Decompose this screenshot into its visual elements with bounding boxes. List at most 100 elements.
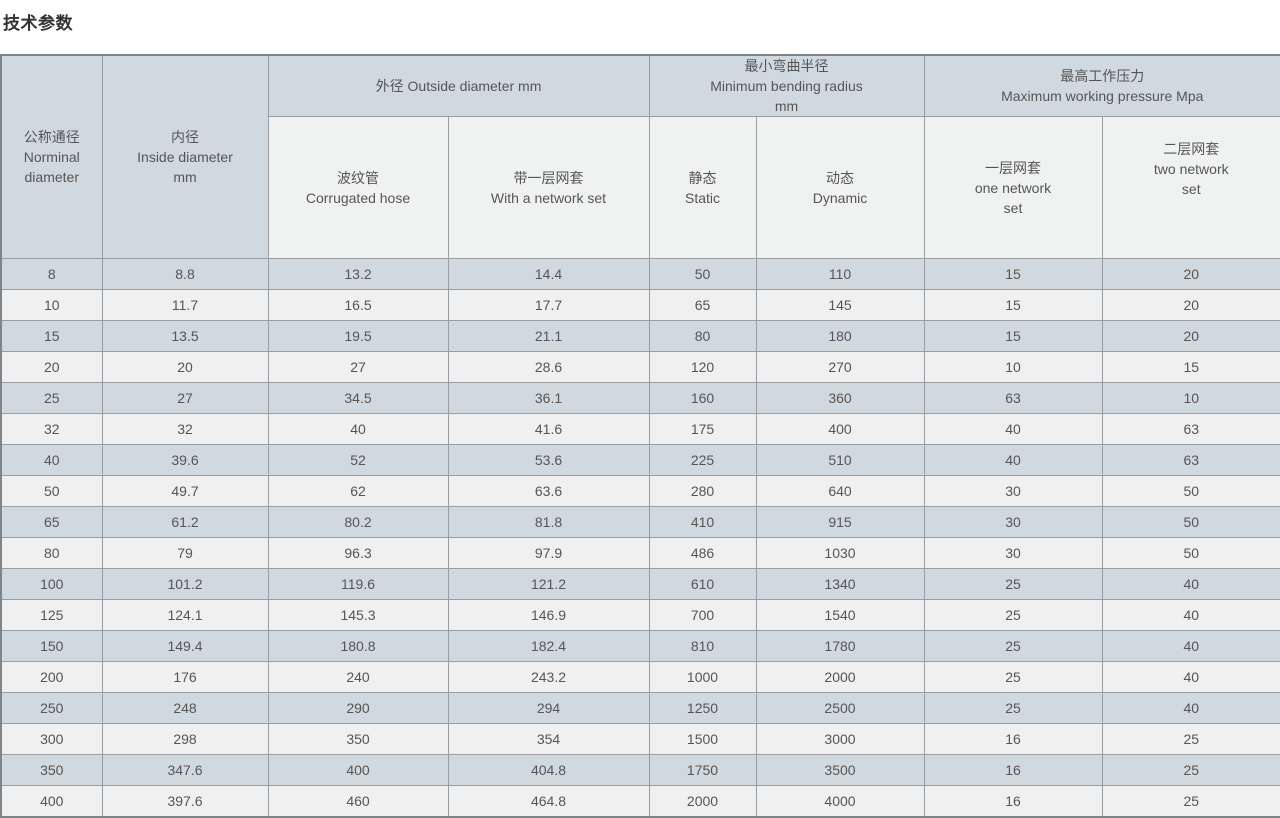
table-cell: 36.1 xyxy=(447,382,650,414)
table-cell: 30 xyxy=(923,506,1103,538)
table-row: 40 39.6 52 53.6 225 510 40 63 xyxy=(0,444,1280,476)
table-cell: 40 xyxy=(0,444,103,476)
table-cell: 180 xyxy=(755,320,925,352)
table-row: 100 101.2 119.6 121.2 610 1340 25 40 xyxy=(0,568,1280,600)
table-cell: 225 xyxy=(648,444,757,476)
table-cell: 13.5 xyxy=(101,320,269,352)
table-cell: 15 xyxy=(923,258,1103,290)
table-cell: 1500 xyxy=(648,723,757,755)
table-cell: 25 xyxy=(923,692,1103,724)
table-cell: 16.5 xyxy=(267,289,449,321)
table-cell: 3500 xyxy=(755,754,925,786)
table-cell: 1750 xyxy=(648,754,757,786)
table-cell: 354 xyxy=(447,723,650,755)
table-cell: 250 xyxy=(0,692,103,724)
table-cell: 400 xyxy=(267,754,449,786)
table-cell: 2000 xyxy=(755,661,925,693)
table-cell: 175 xyxy=(648,413,757,445)
table-cell: 464.8 xyxy=(447,785,650,817)
table-row: 125 124.1 145.3 146.9 700 1540 25 40 xyxy=(0,599,1280,631)
table-cell: 397.6 xyxy=(101,785,269,817)
table-cell: 25 xyxy=(923,630,1103,662)
table-cell: 25 xyxy=(923,599,1103,631)
table-cell: 1000 xyxy=(648,661,757,693)
header-nominal-diameter: 公称通径 Norminal diameter xyxy=(0,54,103,259)
table-cell: 243.2 xyxy=(447,661,650,693)
table-cell: 20 xyxy=(1101,289,1280,321)
table-row: 300 298 350 354 1500 3000 16 25 xyxy=(0,723,1280,755)
table-cell: 25 xyxy=(0,382,103,414)
table-cell: 30 xyxy=(923,475,1103,507)
table-cell: 20 xyxy=(1101,320,1280,352)
header-with-network-set: 带一层网套 With a network set xyxy=(447,116,650,259)
table-cell: 16 xyxy=(923,723,1103,755)
table-cell: 2500 xyxy=(755,692,925,724)
table-row: 200 176 240 243.2 1000 2000 25 40 xyxy=(0,661,1280,693)
table-cell: 1030 xyxy=(755,537,925,569)
table-row: 25 27 34.5 36.1 160 360 63 10 xyxy=(0,382,1280,414)
table-row: 20 20 27 28.6 120 270 10 15 xyxy=(0,351,1280,383)
table-cell: 81.8 xyxy=(447,506,650,538)
table-cell: 915 xyxy=(755,506,925,538)
table-cell: 32 xyxy=(0,413,103,445)
table-cell: 4000 xyxy=(755,785,925,817)
table-cell: 40 xyxy=(267,413,449,445)
table-row: 80 79 96.3 97.9 486 1030 30 50 xyxy=(0,537,1280,569)
header-one-network-set: 一层网套 one network set xyxy=(923,116,1103,259)
table-cell: 32 xyxy=(101,413,269,445)
table-cell: 40 xyxy=(1101,630,1280,662)
header-corrugated-hose: 波纹管 Corrugated hose xyxy=(267,116,449,259)
table-cell: 80 xyxy=(0,537,103,569)
table-cell: 10 xyxy=(1101,382,1280,414)
table-cell: 16 xyxy=(923,785,1103,817)
table-cell: 40 xyxy=(1101,692,1280,724)
table-cell: 360 xyxy=(755,382,925,414)
table-cell: 96.3 xyxy=(267,537,449,569)
table-cell: 124.1 xyxy=(101,599,269,631)
table-cell: 62 xyxy=(267,475,449,507)
table-cell: 120 xyxy=(648,351,757,383)
table-cell: 63 xyxy=(923,382,1103,414)
table-cell: 15 xyxy=(923,320,1103,352)
table-cell: 182.4 xyxy=(447,630,650,662)
table-cell: 150 xyxy=(0,630,103,662)
table-cell: 97.9 xyxy=(447,537,650,569)
page-title: 技术参数 xyxy=(3,14,73,33)
table-cell: 1250 xyxy=(648,692,757,724)
table-cell: 25 xyxy=(1101,723,1280,755)
table-cell: 40 xyxy=(1101,599,1280,631)
table-cell: 810 xyxy=(648,630,757,662)
table-cell: 145 xyxy=(755,289,925,321)
table-cell: 1540 xyxy=(755,599,925,631)
table-cell: 700 xyxy=(648,599,757,631)
table-cell: 28.6 xyxy=(447,351,650,383)
table-cell: 160 xyxy=(648,382,757,414)
table-cell: 119.6 xyxy=(267,568,449,600)
table-cell: 10 xyxy=(923,351,1103,383)
table-cell: 8.8 xyxy=(101,258,269,290)
table-cell: 41.6 xyxy=(447,413,650,445)
table-row: 65 61.2 80.2 81.8 410 915 30 50 xyxy=(0,506,1280,538)
table-row: 400 397.6 460 464.8 2000 4000 16 25 xyxy=(0,785,1280,817)
table-cell: 25 xyxy=(923,568,1103,600)
table-cell: 25 xyxy=(1101,785,1280,817)
table-cell: 3000 xyxy=(755,723,925,755)
table-header: 公称通径 Norminal diameter 内径 Inside diamete… xyxy=(0,54,1280,259)
table-cell: 61.2 xyxy=(101,506,269,538)
header-sub-row: 波纹管 Corrugated hose 带一层网套 With a network… xyxy=(1,116,1280,259)
table-cell: 280 xyxy=(648,475,757,507)
table-cell: 27 xyxy=(267,351,449,383)
table-cell: 80 xyxy=(648,320,757,352)
table-cell: 347.6 xyxy=(101,754,269,786)
table-cell: 100 xyxy=(0,568,103,600)
table-cell: 63 xyxy=(1101,413,1280,445)
table-cell: 80.2 xyxy=(267,506,449,538)
table-row: 350 347.6 400 404.8 1750 3500 16 25 xyxy=(0,754,1280,786)
table-cell: 65 xyxy=(0,506,103,538)
table-cell: 298 xyxy=(101,723,269,755)
table-cell: 180.8 xyxy=(267,630,449,662)
table-cell: 50 xyxy=(0,475,103,507)
table-cell: 300 xyxy=(0,723,103,755)
table-cell: 39.6 xyxy=(101,444,269,476)
table-cell: 50 xyxy=(1101,506,1280,538)
